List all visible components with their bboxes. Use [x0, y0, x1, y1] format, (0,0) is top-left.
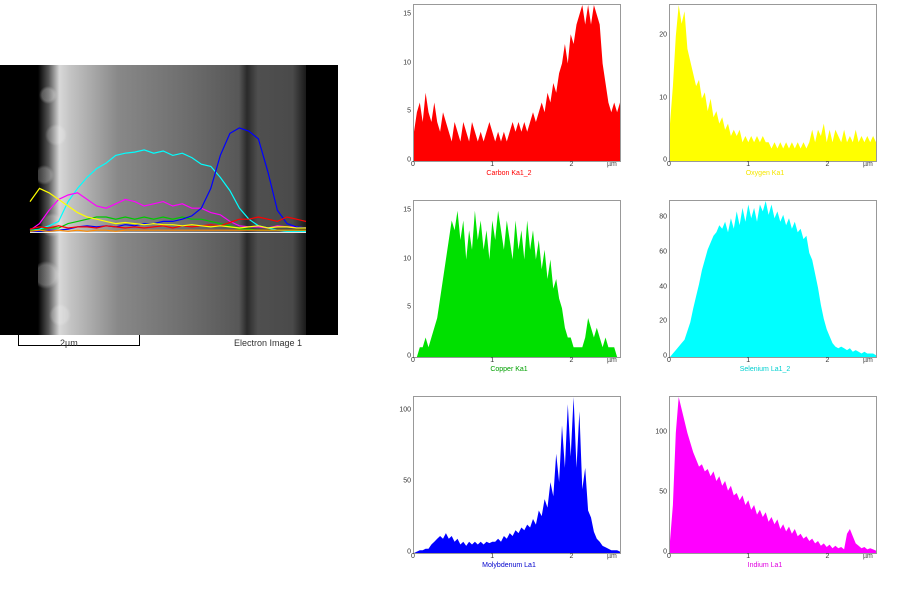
- xaxis-unit-label: µm: [863, 357, 881, 364]
- xtick: 0: [411, 357, 415, 364]
- spectrum-plot: [670, 201, 876, 357]
- spectrum-plot: [414, 397, 620, 553]
- ytick: 60: [649, 249, 667, 256]
- ytick: 40: [649, 283, 667, 290]
- electron-image: [0, 65, 338, 335]
- chart-caption: Carbon Ka1_2: [389, 170, 629, 190]
- xtick: 1: [490, 357, 494, 364]
- ytick: 0: [649, 549, 667, 556]
- chart-frame: [669, 396, 877, 554]
- spectrum-plot: [414, 5, 620, 161]
- chart-frame: [413, 4, 621, 162]
- ytick: 15: [393, 10, 411, 17]
- chart-frame: [413, 200, 621, 358]
- xaxis-unit-label: µm: [607, 553, 625, 560]
- spectrum-plot: [414, 201, 620, 357]
- xtick: 0: [667, 553, 671, 560]
- xtick: 0: [411, 553, 415, 560]
- chart-indium: 0 50 100 0 1 2 µm Indium La1: [645, 392, 885, 582]
- ytick: 50: [393, 478, 411, 485]
- xtick: 1: [746, 357, 750, 364]
- xtick: 1: [490, 553, 494, 560]
- xtick: 2: [826, 357, 830, 364]
- chart-carbon: 0 5 10 15 0 1 2 µm Carbon Ka1_2: [389, 0, 629, 190]
- xtick: 1: [746, 161, 750, 168]
- element-charts-grid: 051015012µmCarbon Ka1_201020012µmOxygen …: [389, 0, 889, 582]
- chart-caption: Oxygen Ka1: [645, 170, 885, 190]
- ytick: 100: [649, 429, 667, 436]
- chart-selenium: 0 20 40 60 80 0 1 2 µm Selenium La1_2: [645, 196, 885, 386]
- xaxis-unit-label: µm: [863, 553, 881, 560]
- ytick: 20: [649, 318, 667, 325]
- ytick: 20: [649, 32, 667, 39]
- ytick: 10: [649, 94, 667, 101]
- xtick: 1: [490, 161, 494, 168]
- chart-frame: [669, 200, 877, 358]
- ytick: 10: [393, 59, 411, 66]
- sem-texture-layer: [38, 65, 98, 335]
- chart-frame: [413, 396, 621, 554]
- chart-caption: Copper Ka1: [389, 366, 629, 386]
- spectrum-plot: [670, 5, 876, 161]
- ytick: 100: [393, 407, 411, 414]
- sem-panel: 2µm Electron Image 1: [0, 65, 338, 357]
- chart-oxygen: 0 10 20 0 1 2 µm Oxygen Ka1: [645, 0, 885, 190]
- scalebar-label: 2µm: [60, 338, 78, 348]
- xtick: 2: [826, 553, 830, 560]
- ytick: 80: [649, 214, 667, 221]
- xaxis-unit-label: µm: [607, 357, 625, 364]
- xtick: 2: [570, 161, 574, 168]
- chart-frame: [669, 4, 877, 162]
- xtick: 0: [411, 161, 415, 168]
- ytick: 10: [393, 255, 411, 262]
- xtick: 2: [826, 161, 830, 168]
- ytick: 15: [393, 206, 411, 213]
- chart-caption: Molybdenum La1: [389, 562, 629, 582]
- chart-caption: Indium La1: [645, 562, 885, 582]
- ytick: 0: [393, 549, 411, 556]
- xtick: 1: [746, 553, 750, 560]
- sem-infobar: 2µm Electron Image 1: [0, 335, 338, 357]
- xaxis-unit-label: µm: [607, 161, 625, 168]
- xtick: 0: [667, 357, 671, 364]
- page: 2µm Electron Image 1 051015012µmCarbon K…: [0, 0, 898, 591]
- scalebar-line: [18, 335, 140, 346]
- chart-molybdenum: 0 50 100 0 1 2 µm Molybdenum La1: [389, 392, 629, 582]
- ytick: 0: [393, 157, 411, 164]
- xtick: 2: [570, 553, 574, 560]
- ytick: 0: [393, 353, 411, 360]
- xtick: 0: [667, 161, 671, 168]
- electron-image-label: Electron Image 1: [234, 338, 302, 348]
- ytick: 0: [649, 157, 667, 164]
- xaxis-unit-label: µm: [863, 161, 881, 168]
- ytick: 5: [393, 108, 411, 115]
- ytick: 5: [393, 304, 411, 311]
- xtick: 2: [570, 357, 574, 364]
- chart-copper: 0 5 10 15 0 1 2 µm Copper Ka1: [389, 196, 629, 386]
- spectrum-plot: [670, 397, 876, 553]
- ytick: 0: [649, 353, 667, 360]
- chart-caption: Selenium La1_2: [645, 366, 885, 386]
- ytick: 50: [649, 489, 667, 496]
